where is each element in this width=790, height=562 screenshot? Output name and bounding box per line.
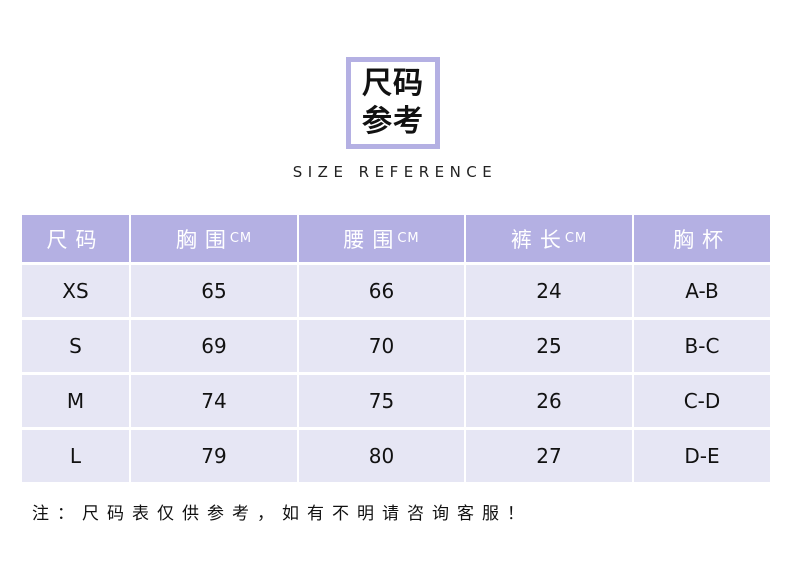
header-label: 尺码 [46,227,105,252]
table-cell: B-C [634,320,770,372]
table-cell: D-E [634,430,770,482]
table-cell: 27 [466,430,632,482]
table-cell: 66 [299,265,464,317]
logo-line-2: 参考 [362,104,424,139]
table-row: M 74 75 26 C-D [22,375,770,427]
header-cup: 胸杯 [634,215,770,262]
table-cell: 69 [131,320,297,372]
table-cell: L [22,430,129,482]
table-cell: 26 [466,375,632,427]
table-cell: A-B [634,265,770,317]
table-cell: M [22,375,129,427]
header-size: 尺码 [22,215,129,262]
header-label: 胸围 [175,227,234,252]
table-cell: 79 [131,430,297,482]
size-table: 尺码 胸围 CM 腰围 CM 裤长 CM 胸杯 XS 65 66 24 A-B S 69 70 25 B… [22,215,770,485]
table-cell: S [22,320,129,372]
table-cell: 70 [299,320,464,372]
subtitle: SIZE REFERENCE [292,163,498,181]
table-cell: 25 [466,320,632,372]
table-cell: 24 [466,265,632,317]
header-unit: CM [397,231,420,246]
table-row: S 69 70 25 B-C [22,320,770,372]
header-label: 胸杯 [673,227,731,252]
table-cell: 65 [131,265,297,317]
header-waist: 腰围 CM [299,215,464,262]
table-row: L 79 80 27 D-E [22,430,770,482]
header-label: 腰围 [343,227,402,252]
table-row: XS 65 66 24 A-B [22,265,770,317]
header-length: 裤长 CM [466,215,632,262]
table-cell: XS [22,265,129,317]
logo-line-1: 尺码 [362,66,424,101]
size-reference-logo: 尺码 参考 [346,57,440,149]
header-label: 裤长 [510,227,569,252]
header-bust: 胸围 CM [131,215,297,262]
table-cell: 80 [299,430,464,482]
table-header-row: 尺码 胸围 CM 腰围 CM 裤长 CM 胸杯 [22,215,770,262]
table-cell: C-D [634,375,770,427]
disclaimer-note: 注：尺码表仅供参考，如有不明请咨询客服！ [32,504,532,524]
header-unit: CM [564,231,588,246]
table-cell: 75 [299,375,464,427]
header-unit: CM [229,231,253,246]
table-cell: 74 [131,375,297,427]
